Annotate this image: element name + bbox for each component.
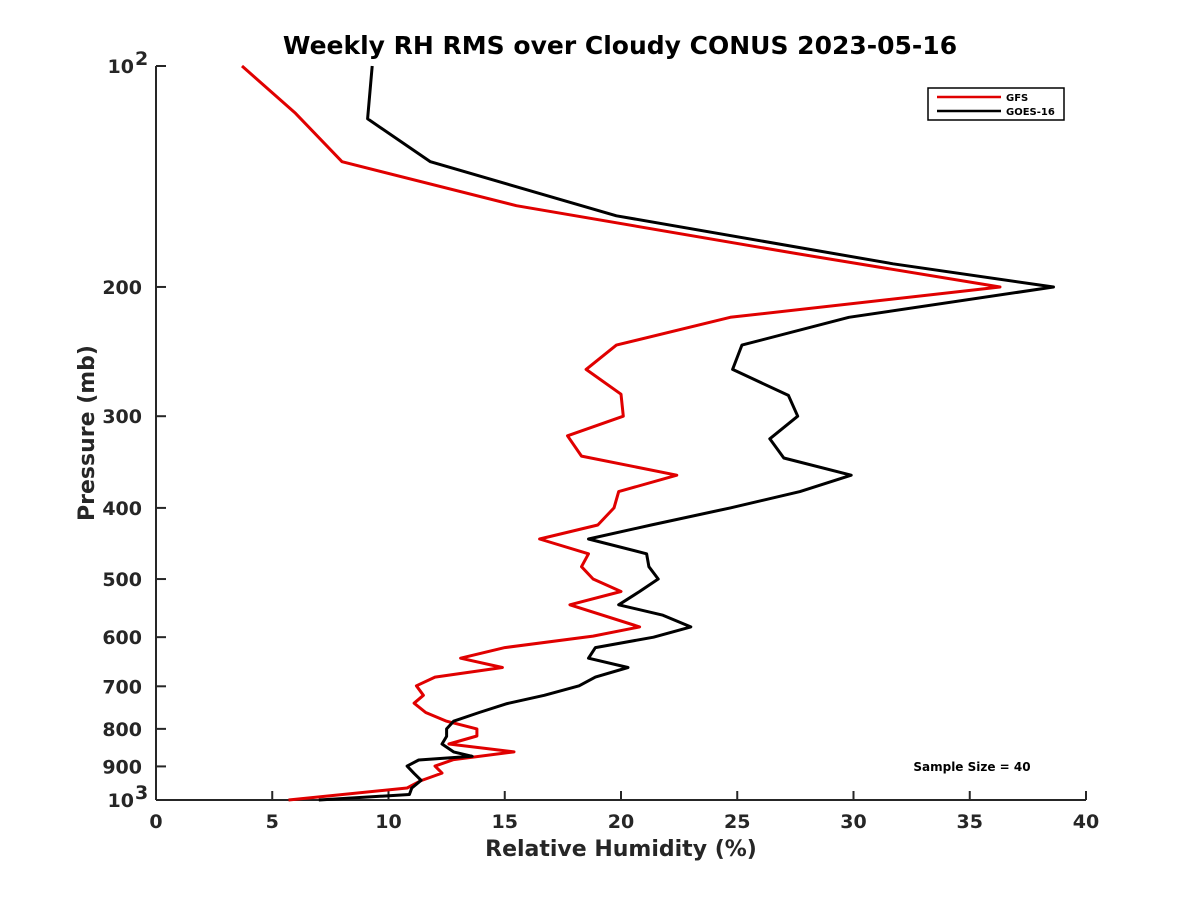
x-tick-label: 35	[957, 811, 983, 833]
x-tick-label: 15	[492, 811, 518, 833]
legend: GFS GOES-16	[927, 87, 1065, 121]
y-tick-label-exponent: 3	[135, 782, 148, 804]
y-tick-label: 600	[102, 627, 142, 649]
chart-title: Weekly RH RMS over Cloudy CONUS 2023-05-…	[283, 31, 957, 60]
series-line-gfs	[241, 64, 1002, 802]
series-lines	[241, 64, 1055, 802]
x-tick-label: 10	[375, 811, 401, 833]
y-tick-label: 400	[102, 498, 142, 520]
x-tick-label: 30	[840, 811, 866, 833]
y-tick-label: 800	[102, 719, 142, 741]
y-tick-label: 10	[108, 790, 134, 812]
legend-label-goes16: GOES-16	[1006, 107, 1055, 118]
x-tick-label: 20	[608, 811, 634, 833]
legend-box	[927, 87, 1065, 121]
y-tick-label-exponent: 2	[135, 48, 148, 70]
y-tick-label: 900	[102, 756, 142, 778]
y-tick-label: 300	[102, 406, 142, 428]
sample-size-annotation: Sample Size = 40	[913, 760, 1030, 774]
x-ticks: 0 5 10 15 20 25 30 35 40	[149, 791, 1099, 833]
x-tick-label: 25	[724, 811, 750, 833]
series-line-goes16	[318, 65, 1055, 802]
x-tick-label: 40	[1073, 811, 1099, 833]
y-tick-label: 200	[102, 277, 142, 299]
y-tick-label: 700	[102, 676, 142, 698]
x-tick-label: 5	[266, 811, 279, 833]
x-axis-label: Relative Humidity (%)	[485, 837, 757, 862]
y-tick-label: 500	[102, 569, 142, 591]
plot-axes	[155, 66, 1086, 801]
legend-label-gfs: GFS	[1006, 93, 1028, 104]
y-tick-label: 10	[108, 56, 134, 78]
y-axis-label: Pressure (mb)	[75, 345, 100, 521]
x-tick-label: 0	[149, 811, 162, 833]
